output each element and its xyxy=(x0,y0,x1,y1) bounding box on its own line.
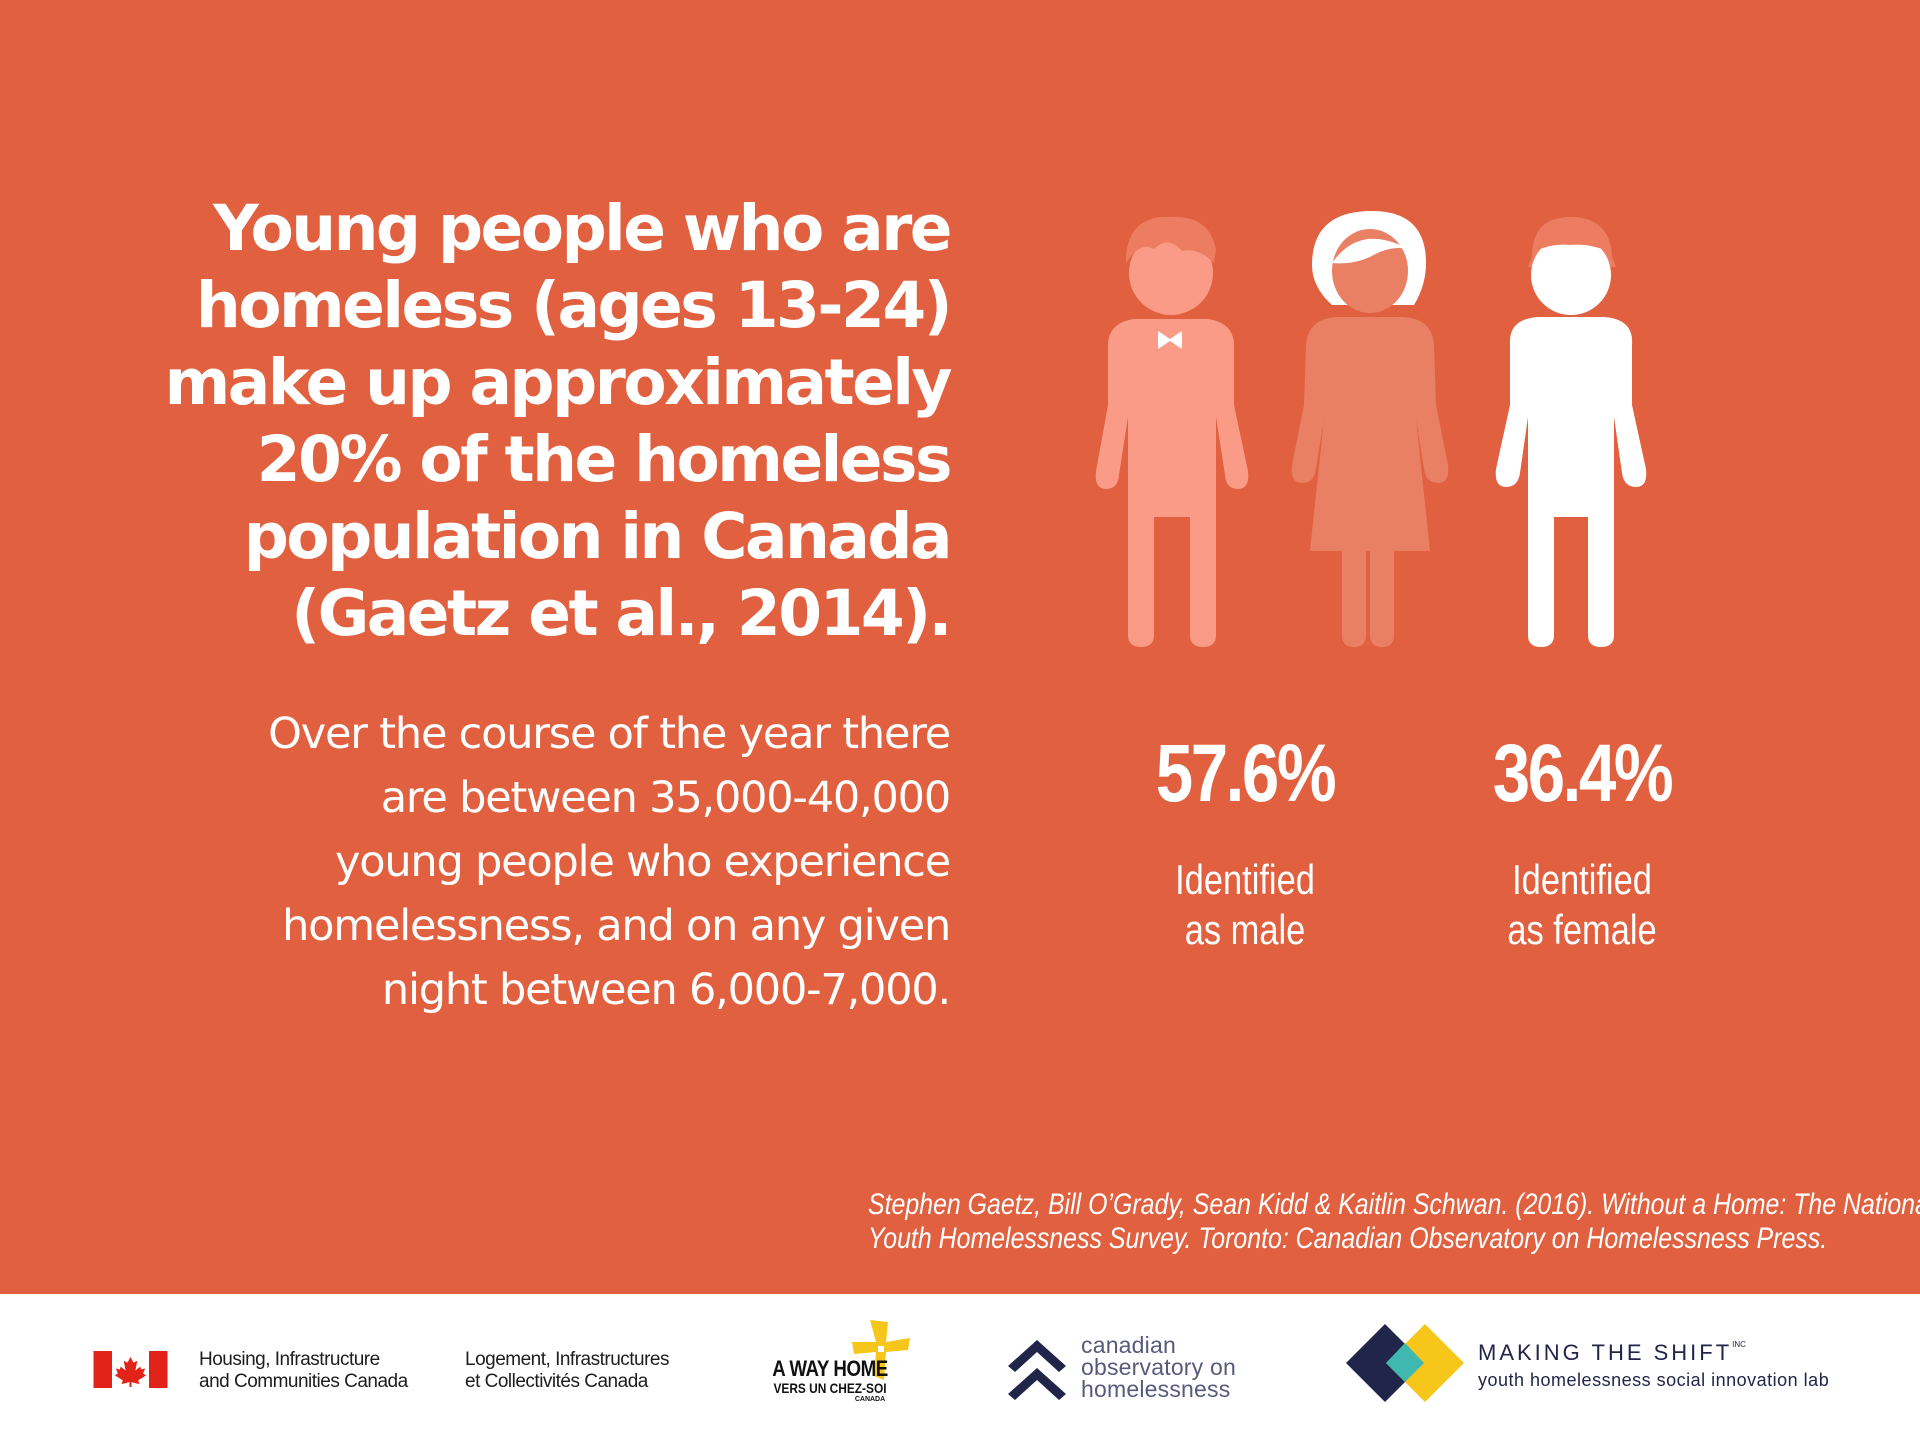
gov-en-line: and Communities Canada xyxy=(199,1371,408,1392)
orange-panel: Young people who are homeless (ages 13-2… xyxy=(150,190,1920,1256)
citation-line: Stephen Gaetz, Bill O’Grady, Sean Kidd &… xyxy=(868,1188,1920,1221)
body-line: Over the course of the year there xyxy=(268,709,951,759)
stat-label-line: as male xyxy=(1184,906,1306,953)
coh-logo-text: canadian observatory on homelessness xyxy=(1081,1332,1236,1402)
mts-title-text: MAKING THE SHIFT xyxy=(1478,1340,1733,1365)
stat-male-value: 57.6% xyxy=(1155,728,1337,819)
citation: Stephen Gaetz, Bill O’Grady, Sean Kidd &… xyxy=(868,1188,1920,1256)
gov-name-en: Housing, Infrastructure and Communities … xyxy=(199,1349,408,1393)
making-the-shift-title: MAKING THE SHIFTINC xyxy=(1478,1340,1746,1366)
canada-flag-icon xyxy=(93,1351,168,1388)
people-figures xyxy=(1070,205,1670,655)
stat-female: 36.4% Identified as female xyxy=(1432,733,1732,955)
a-way-home-logo-icon xyxy=(852,1320,910,1380)
gov-en-line: Housing, Infrastructure xyxy=(199,1349,380,1370)
coh-line: observatory on xyxy=(1081,1354,1236,1380)
citation-line: Youth Homelessness Survey. Toronto: Cana… xyxy=(868,1222,1828,1255)
coh-chevrons-icon xyxy=(1008,1340,1066,1400)
a-way-home-subtitle: VERS UN CHEZ-SOI xyxy=(773,1380,887,1396)
gov-name-fr: Logement, Infrastructures et Collectivit… xyxy=(465,1349,670,1393)
stat-female-value: 36.4% xyxy=(1492,728,1674,819)
mts-title-sup: INC xyxy=(1732,1340,1746,1349)
male-person-icon xyxy=(1095,216,1249,647)
body-line: night between 6,000-7,000. xyxy=(381,965,951,1015)
headline-line: Young people who are xyxy=(213,192,952,265)
footer-logos: Housing, Infrastructure and Communities … xyxy=(0,1294,1920,1440)
a-way-home-country: CANADA xyxy=(854,1396,886,1403)
stat-female-label: Identified as female xyxy=(1459,855,1705,955)
making-the-shift-logo-icon xyxy=(1346,1324,1464,1402)
people-figures-graphic xyxy=(1095,211,1647,647)
body-paragraph: Over the course of the year there are be… xyxy=(160,702,951,1022)
headline-line: 20% of the homeless xyxy=(256,423,953,496)
headline: Young people who are homeless (ages 13-2… xyxy=(150,190,953,652)
stat-label-line: Identified xyxy=(1512,856,1652,903)
body-line: homelessness, and on any given xyxy=(282,901,951,951)
headline-line: homeless (ages 13-24) xyxy=(195,269,953,342)
gov-fr-line: et Collectivités Canada xyxy=(465,1371,648,1392)
coh-line: canadian xyxy=(1081,1332,1176,1358)
a-way-home-title: A WAY HOME xyxy=(772,1356,888,1381)
headline-line: (Gaetz et al., 2014). xyxy=(291,577,952,650)
coh-line: homelessness xyxy=(1081,1376,1231,1402)
stat-male-label: Identified as male xyxy=(1122,855,1368,955)
stat-label-line: Identified xyxy=(1175,856,1315,903)
stat-label-line: as female xyxy=(1507,906,1657,953)
female-person-icon xyxy=(1291,211,1449,647)
person-icon xyxy=(1495,217,1647,647)
body-line: young people who experience xyxy=(335,837,951,887)
gov-fr-line: Logement, Infrastructures xyxy=(465,1349,670,1370)
stat-male: 57.6% Identified as male xyxy=(1095,733,1395,955)
body-line: are between 35,000-40,000 xyxy=(380,773,951,823)
headline-line: population in Canada xyxy=(243,500,953,573)
a-way-home-logo: A WAY HOME VERS UN CHEZ-SOI CANADA xyxy=(762,1358,898,1404)
making-the-shift-subtitle: youth homelessness social innovation lab xyxy=(1478,1370,1830,1390)
headline-line: make up approximately xyxy=(164,346,953,419)
